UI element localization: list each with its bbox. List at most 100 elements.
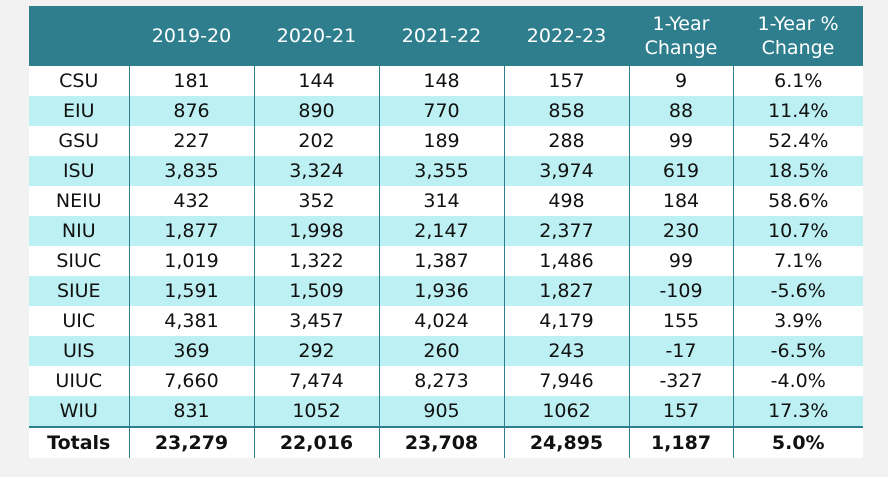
cell-2021-22: 8,273	[378, 366, 504, 396]
cell-2022-23: 2,377	[503, 216, 629, 246]
cell-2019-20: 181	[128, 66, 254, 96]
cell-2020-21: 1,509	[253, 276, 379, 306]
cell-1-year-pct-change: 11.4%	[732, 96, 863, 126]
cell-2022-23: 7,946	[503, 366, 629, 396]
cell-1-year-change: -327	[628, 366, 733, 396]
cell-1-year-pct-change: -5.6%	[732, 276, 863, 306]
institution-cell: UIUC	[29, 366, 129, 396]
cell-2020-21: 144	[253, 66, 379, 96]
cell-2021-22: 189	[378, 126, 504, 156]
cell-2020-21: 3,457	[253, 306, 379, 336]
cell-2020-21: 352	[253, 186, 379, 216]
cell-2019-20: 876	[128, 96, 254, 126]
cell-2022-23: 4,179	[503, 306, 629, 336]
totals-2022-23: 24,895	[503, 426, 629, 458]
cell-2021-22: 3,355	[378, 156, 504, 186]
header-institution	[29, 6, 129, 66]
cell-1-year-change: 88	[628, 96, 733, 126]
cell-1-year-change: 155	[628, 306, 733, 336]
table-row: GSU 227 202 189 288 99 52.4%	[29, 126, 863, 156]
cell-2020-21: 3,324	[253, 156, 379, 186]
institution-cell: CSU	[29, 66, 129, 96]
header-2021-22: 2021-22	[379, 6, 504, 66]
institution-cell: GSU	[29, 126, 129, 156]
cell-2019-20: 432	[128, 186, 254, 216]
institution-cell: UIS	[29, 336, 129, 366]
cell-2019-20: 7,660	[128, 366, 254, 396]
cell-1-year-pct-change: 58.6%	[732, 186, 863, 216]
table-body: CSU 181 144 148 157 9 6.1% EIU 876 890 770 858 88 11.…	[29, 66, 863, 427]
cell-2021-22: 2,147	[378, 216, 504, 246]
institution-cell: SIUE	[29, 276, 129, 306]
header-2020-21: 2020-21	[254, 6, 379, 66]
totals-row: Totals 23,279 22,016 23,708 24,895 1,187…	[29, 426, 863, 458]
totals-label: Totals	[29, 426, 129, 458]
cell-2021-22: 770	[378, 96, 504, 126]
cell-2021-22: 905	[378, 396, 504, 427]
table-row: UIUC 7,660 7,474 8,273 7,946 -327 -4.0%	[29, 366, 863, 396]
cell-1-year-change: 619	[628, 156, 733, 186]
cell-1-year-change: 184	[628, 186, 733, 216]
cell-1-year-change: -17	[628, 336, 733, 366]
enrollment-table: 2019-20 2020-21 2021-22 2022-23 1-Year C…	[29, 6, 863, 458]
cell-2019-20: 1,877	[128, 216, 254, 246]
header-change-line2: Change	[644, 37, 718, 59]
header-change-line1: 1-Year	[652, 13, 710, 35]
cell-1-year-pct-change: 17.3%	[732, 396, 863, 427]
cell-1-year-change: 99	[628, 246, 733, 276]
table-row: ISU 3,835 3,324 3,355 3,974 619 18.5%	[29, 156, 863, 186]
institution-cell: NEIU	[29, 186, 129, 216]
cell-2020-21: 292	[253, 336, 379, 366]
cell-2020-21: 890	[253, 96, 379, 126]
table-row: EIU 876 890 770 858 88 11.4%	[29, 96, 863, 126]
header-1-year-pct-change: 1-Year % Change	[733, 6, 863, 66]
totals-1-year-pct-change: 5.0%	[732, 426, 863, 458]
cell-2020-21: 202	[253, 126, 379, 156]
cell-2021-22: 260	[378, 336, 504, 366]
cell-2020-21: 1052	[253, 396, 379, 427]
header-row: 2019-20 2020-21 2021-22 2022-23 1-Year C…	[29, 6, 863, 66]
table-row: NIU 1,877 1,998 2,147 2,377 230 10.7%	[29, 216, 863, 246]
cell-1-year-pct-change: 7.1%	[732, 246, 863, 276]
cell-1-year-pct-change: 18.5%	[732, 156, 863, 186]
cell-2019-20: 369	[128, 336, 254, 366]
cell-1-year-pct-change: -4.0%	[732, 366, 863, 396]
header-2022-23: 2022-23	[504, 6, 629, 66]
cell-1-year-pct-change: 3.9%	[732, 306, 863, 336]
cell-1-year-change: 99	[628, 126, 733, 156]
cell-2022-23: 858	[503, 96, 629, 126]
table-row: NEIU 432 352 314 498 184 58.6%	[29, 186, 863, 216]
totals-1-year-change: 1,187	[628, 426, 733, 458]
cell-1-year-pct-change: 10.7%	[732, 216, 863, 246]
cell-1-year-change: 9	[628, 66, 733, 96]
cell-2021-22: 1,387	[378, 246, 504, 276]
cell-2021-22: 4,024	[378, 306, 504, 336]
table-row: WIU 831 1052 905 1062 157 17.3%	[29, 396, 863, 427]
cell-2019-20: 227	[128, 126, 254, 156]
totals-2021-22: 23,708	[378, 426, 504, 458]
table-row: UIC 4,381 3,457 4,024 4,179 155 3.9%	[29, 306, 863, 336]
cell-2019-20: 1,019	[128, 246, 254, 276]
cell-2020-21: 1,322	[253, 246, 379, 276]
cell-1-year-pct-change: 52.4%	[732, 126, 863, 156]
institution-cell: UIC	[29, 306, 129, 336]
cell-1-year-pct-change: 6.1%	[732, 66, 863, 96]
institution-cell: WIU	[29, 396, 129, 427]
cell-2021-22: 314	[378, 186, 504, 216]
cell-2019-20: 3,835	[128, 156, 254, 186]
institution-cell: EIU	[29, 96, 129, 126]
institution-cell: NIU	[29, 216, 129, 246]
cell-1-year-pct-change: -6.5%	[732, 336, 863, 366]
cell-2022-23: 1,486	[503, 246, 629, 276]
cell-1-year-change: 157	[628, 396, 733, 427]
cell-2021-22: 1,936	[378, 276, 504, 306]
header-1-year-change: 1-Year Change	[629, 6, 733, 66]
cell-2019-20: 831	[128, 396, 254, 427]
header-pct-line2: Change	[761, 37, 835, 59]
table-row: CSU 181 144 148 157 9 6.1%	[29, 66, 863, 96]
totals-2019-20: 23,279	[128, 426, 254, 458]
enrollment-table-container: 2019-20 2020-21 2021-22 2022-23 1-Year C…	[29, 6, 863, 458]
cell-2022-23: 1,827	[503, 276, 629, 306]
cell-2019-20: 1,591	[128, 276, 254, 306]
cell-1-year-change: 230	[628, 216, 733, 246]
